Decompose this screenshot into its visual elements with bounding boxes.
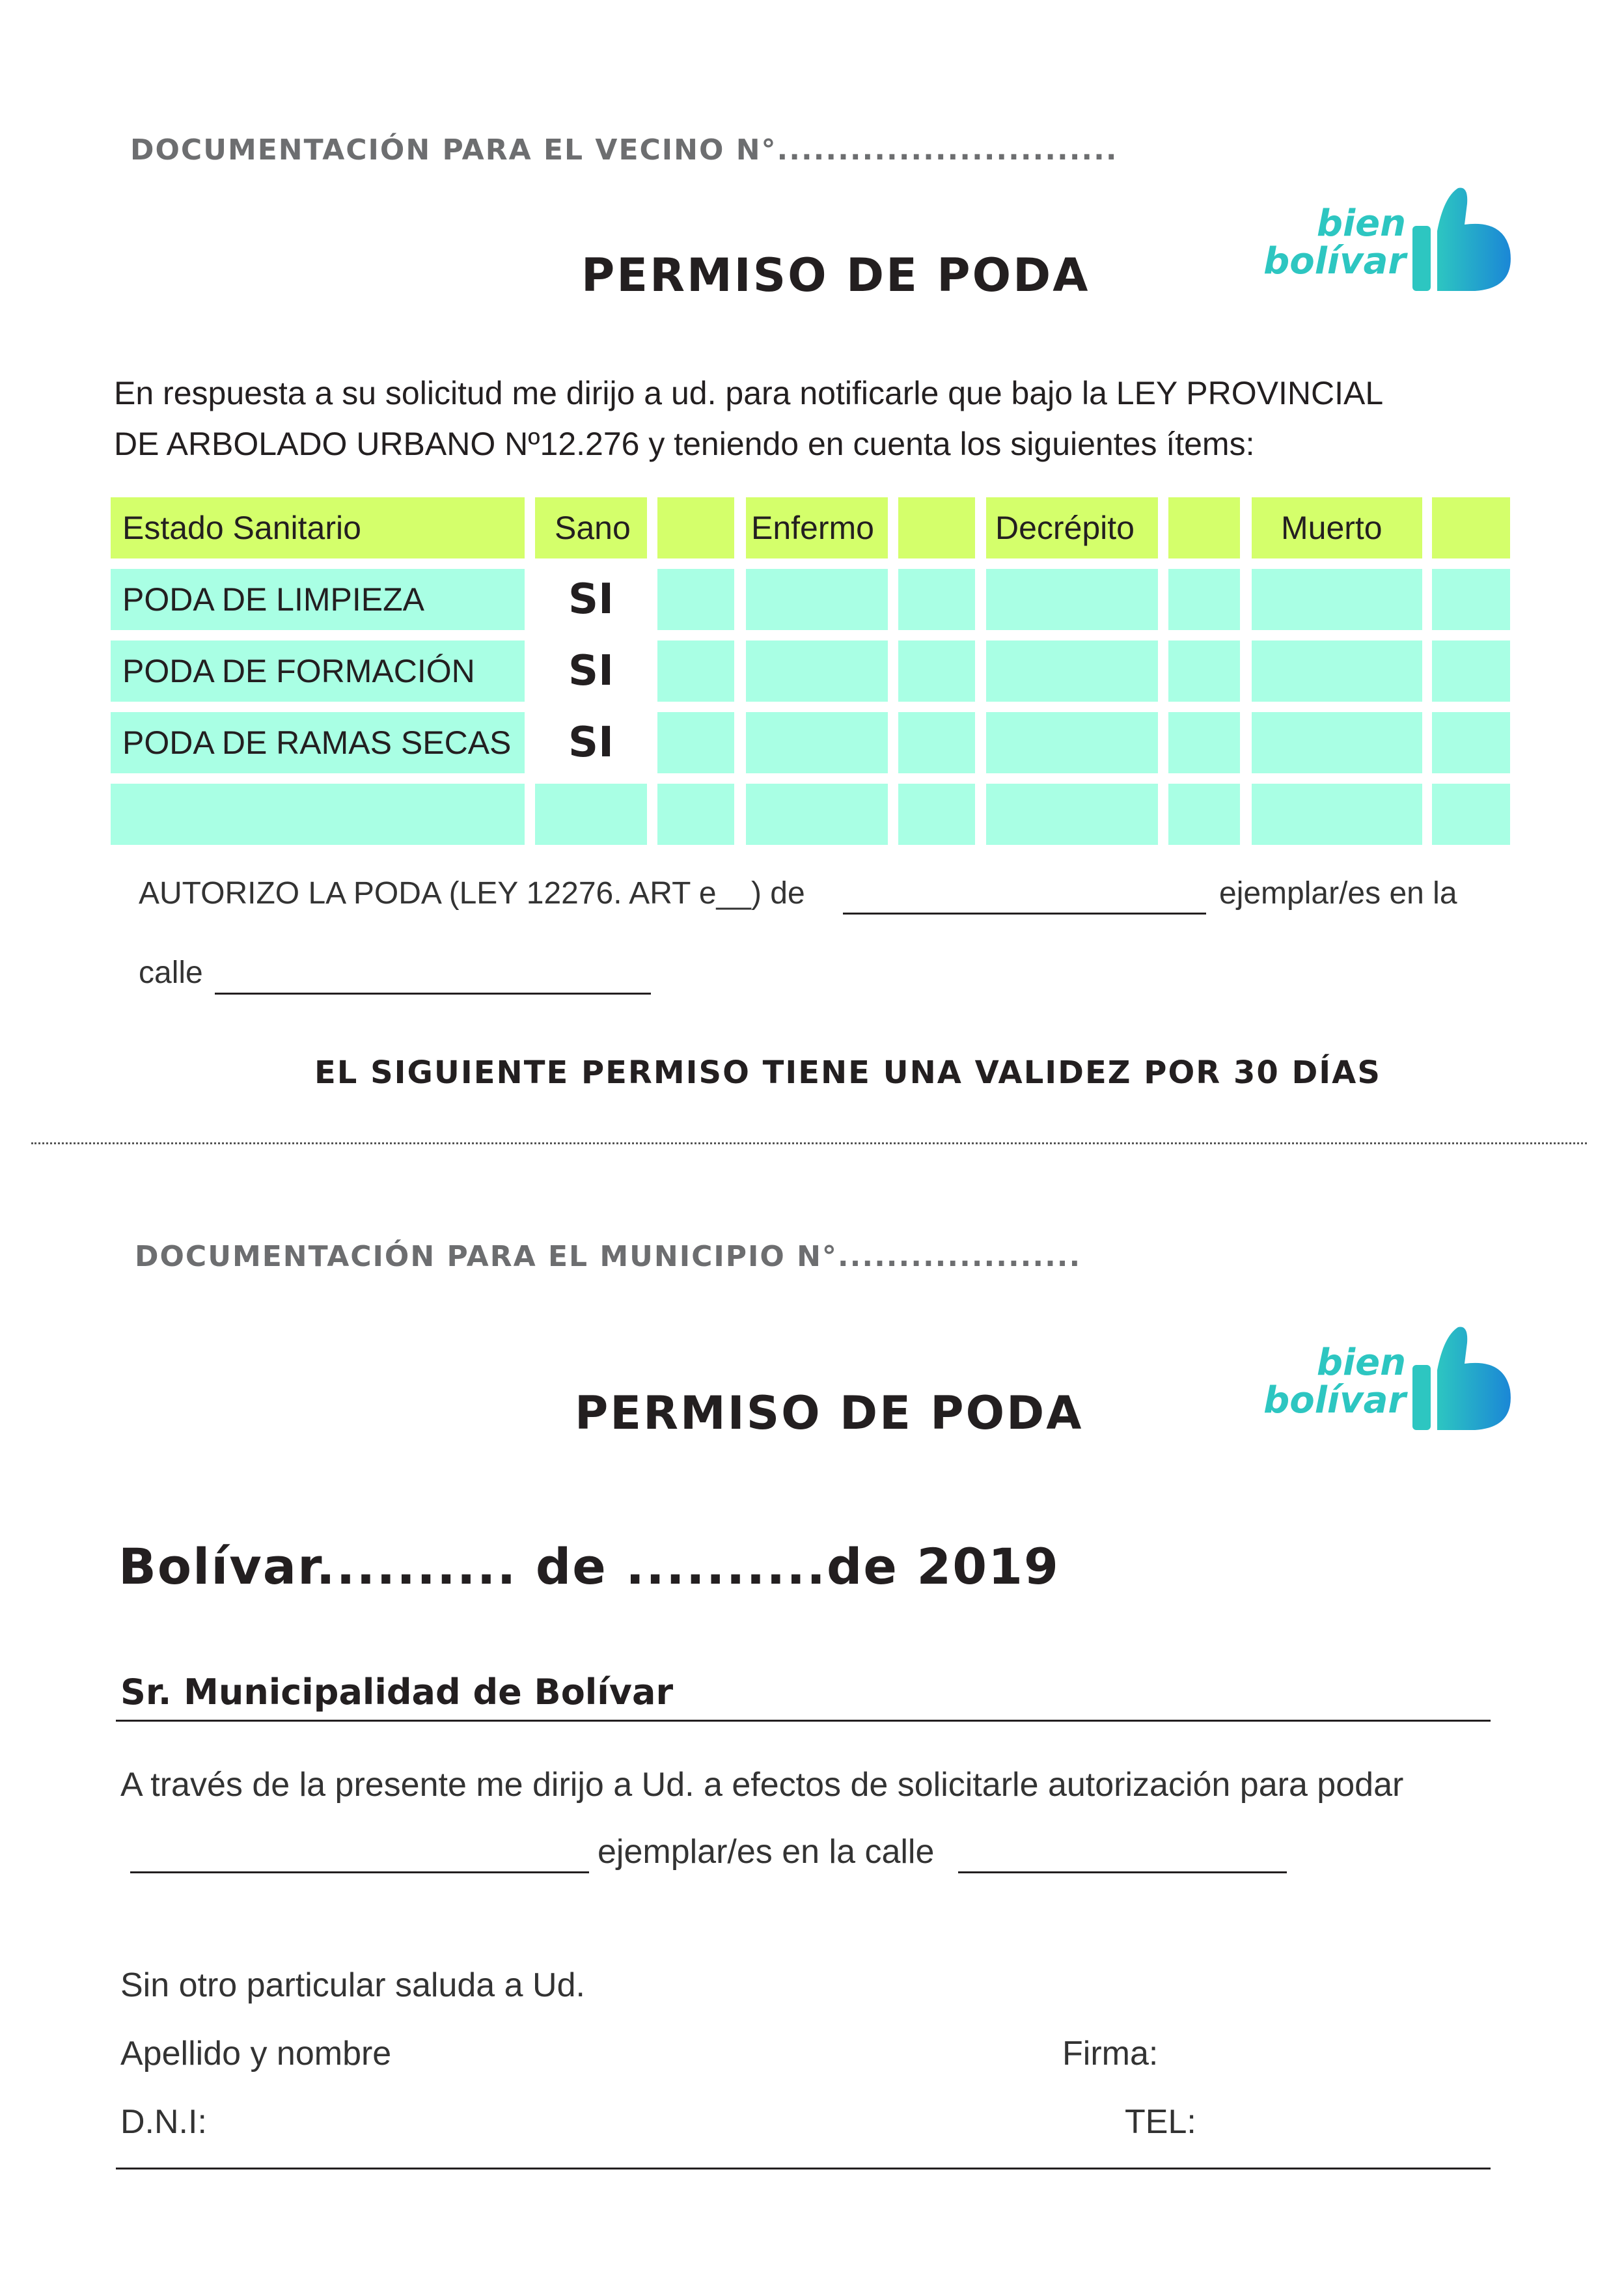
table-cell-sano: SI (535, 569, 647, 630)
header-label: Enfermo (751, 510, 874, 546)
vecino-intro-line2: DE ARBOLADO URBANO Nº12.276 y teniendo e… (114, 426, 1255, 462)
vecino-intro-line1: En respuesta a su solicitud me dirijo a … (114, 375, 1384, 411)
table-cell (1168, 640, 1240, 702)
row-label: PODA DE FORMACIÓN (122, 653, 475, 689)
vecino-intro: En respuesta a su solicitud me dirijo a … (114, 368, 1383, 469)
table-cell (898, 640, 975, 702)
municipio-doc-label: DOCUMENTACIÓN PARA EL MUNICIPIO N°......… (135, 1240, 1082, 1273)
brand-wordmark: bien bolívar (1256, 1344, 1406, 1420)
header-label: Estado Sanitario (122, 510, 361, 546)
table-cell (898, 784, 975, 845)
ejemplar-text: ejemplar/es en la calle (598, 1833, 935, 1871)
header-sano-check (657, 497, 734, 558)
signature-underline (116, 2168, 1491, 2169)
header-muerto: Muerto (1252, 497, 1422, 558)
addressee-underline (116, 1720, 1491, 1722)
header-label: Sano (555, 510, 631, 546)
table-cell (1252, 712, 1422, 773)
table-cell (657, 712, 734, 773)
table-cell (1252, 784, 1422, 845)
header-muerto-check (1432, 497, 1510, 558)
vecino-title: PERMISO DE PODA (581, 249, 1090, 302)
ejemplar-count-blank[interactable] (843, 913, 1206, 915)
table-cell (898, 712, 975, 773)
autorizo-prefix: AUTORIZO LA PODA (LEY 12276. ART e__) de (139, 876, 805, 911)
table-cell (1168, 784, 1240, 845)
brand-word-bolivar: bolívar (1263, 240, 1406, 282)
sano-value: SI (568, 575, 614, 624)
firma-label: Firma: (1062, 2035, 1159, 2073)
thumbs-up-b-icon (1412, 187, 1511, 291)
table-cell (1432, 569, 1510, 630)
row-label: PODA DE LIMPIEZA (122, 581, 425, 618)
header-label: Decrépito (995, 510, 1135, 546)
ejemplar-count-blank-2[interactable] (130, 1871, 589, 1873)
date-line: Bolívar.......... de ..........de 2019 (118, 1537, 1060, 1595)
brand-logo-top: bien bolívar (1256, 186, 1517, 296)
table-cell (1252, 569, 1422, 630)
sano-value: SI (568, 647, 614, 695)
table-cell (1432, 784, 1510, 845)
table-cell (657, 784, 734, 845)
brand-word-bien: bien (1316, 202, 1406, 245)
table-row-label: PODA DE RAMAS SECAS (111, 712, 525, 773)
municipio-title: PERMISO DE PODA (575, 1386, 1084, 1440)
table-cell (1168, 569, 1240, 630)
table-row-label: PODA DE FORMACIÓN (111, 640, 525, 702)
table-cell (746, 640, 888, 702)
validity-notice: EL SIGUIENTE PERMISO TIENE UNA VALIDEZ P… (314, 1054, 1381, 1091)
header-sano: Sano (535, 497, 647, 558)
table-cell (657, 640, 734, 702)
header-decrepito-check (1168, 497, 1240, 558)
table-row-label: PODA DE LIMPIEZA (111, 569, 525, 630)
table-cell (746, 784, 888, 845)
sano-value: SI (568, 719, 614, 767)
apellido-label: Apellido y nombre (120, 2035, 392, 2073)
table-cell (986, 784, 1158, 845)
header-decrepito: Decrépito (986, 497, 1158, 558)
row-label: PODA DE RAMAS SECAS (122, 724, 512, 761)
brand-logo-bottom: bien bolívar (1256, 1325, 1517, 1435)
table-cell (986, 569, 1158, 630)
autorizo-suffix: ejemplar/es en la (1219, 876, 1457, 911)
brand-word-bien: bien (1316, 1342, 1406, 1384)
thumbs-up-b-icon (1412, 1327, 1511, 1430)
closing-line: Sin otro particular saluda a Ud. (120, 1966, 585, 2004)
table-cell (1252, 640, 1422, 702)
calle-label: calle (139, 956, 203, 990)
dni-label: D.N.I: (120, 2103, 207, 2141)
table-cell (1432, 712, 1510, 773)
table-cell (657, 569, 734, 630)
table-cell-sano: SI (535, 712, 647, 773)
table-cell (898, 569, 975, 630)
vecino-doc-label: DOCUMENTACIÓN PARA EL VECINO N°.........… (130, 133, 1118, 167)
header-enfermo-check (898, 497, 975, 558)
calle-blank-2[interactable] (958, 1871, 1287, 1873)
table-cell (986, 712, 1158, 773)
table-cell (986, 640, 1158, 702)
table-cell (746, 569, 888, 630)
brand-wordmark: bien bolívar (1256, 205, 1406, 281)
brand-word-bolivar: bolívar (1263, 1379, 1406, 1422)
table-cell (1168, 712, 1240, 773)
header-estado-sanitario: Estado Sanitario (111, 497, 525, 558)
addressee: Sr. Municipalidad de Bolívar (120, 1672, 674, 1713)
tel-label: TEL: (1125, 2103, 1196, 2141)
request-line: A través de la presente me dirijo a Ud. … (120, 1766, 1404, 1804)
table-row-label (111, 784, 525, 845)
calle-blank[interactable] (215, 993, 651, 995)
header-label: Muerto (1281, 510, 1383, 546)
header-enfermo: Enfermo (746, 497, 888, 558)
table-cell-sano: SI (535, 640, 647, 702)
table-cell (1432, 640, 1510, 702)
table-cell (746, 712, 888, 773)
table-cell-sano (535, 784, 647, 845)
cut-line (31, 1142, 1587, 1144)
